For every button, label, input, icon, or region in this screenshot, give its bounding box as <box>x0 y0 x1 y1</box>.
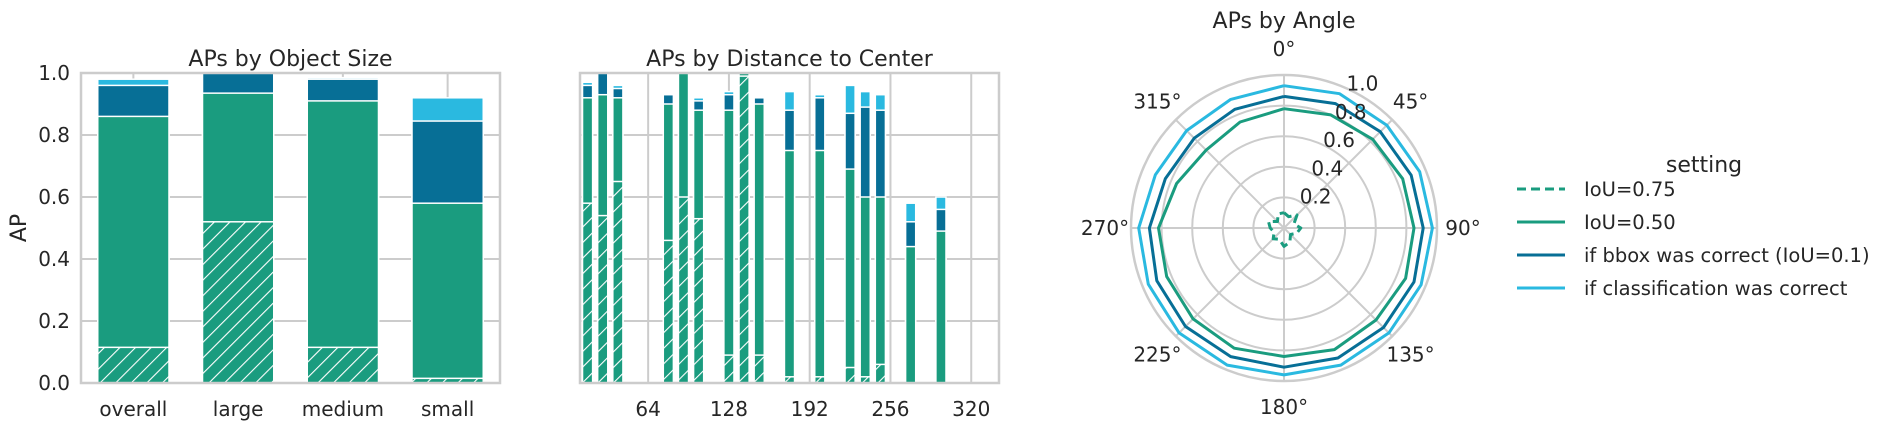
bar-iou75 <box>612 180 624 384</box>
series-line-iou50 <box>1157 107 1416 358</box>
legend-label: IoU=0.50 <box>1584 211 1676 234</box>
bar-iou50 <box>411 202 484 384</box>
polar-spoke <box>1283 119 1393 229</box>
angle-label: 225° <box>1133 343 1181 367</box>
panel-object-size: 0.0 0.2 0.4 0.6 0.8 1.0 overall large medium sma… <box>7 47 502 421</box>
x-tick-label: medium <box>302 397 384 421</box>
polar-outer-ring <box>1129 73 1439 383</box>
y-tick-label: 0.0 <box>38 371 70 395</box>
bar-iou50 <box>753 103 766 384</box>
radial-tick-label: 0.6 <box>1323 128 1355 152</box>
bar-iou75 <box>306 346 380 384</box>
bar-iou75 <box>581 202 594 384</box>
bar-iou75 <box>97 346 170 384</box>
panel-angle-polar: 0° 45° 90° 135° 180° 225° 270° 315° 0.2 0.4 0.6 0.8… <box>1081 9 1481 419</box>
legend-title: setting <box>1666 153 1742 178</box>
angle-label: 180° <box>1260 395 1308 419</box>
x-tick-label: 64 <box>635 397 660 421</box>
bar-iou75 <box>662 239 675 384</box>
bar-iou50 <box>935 230 947 384</box>
angle-label: 45° <box>1393 89 1428 113</box>
angle-label: 270° <box>1081 216 1129 240</box>
bar-iou50 <box>859 196 872 384</box>
bar-iou75 <box>201 221 275 384</box>
y-tick-label: 0.6 <box>38 185 70 209</box>
radial-tick-label: 0.8 <box>1335 100 1367 124</box>
chart-title: APs by Object Size <box>188 47 392 72</box>
polar-tick-labels: 0° 45° 90° 135° 180° 225° 270° 315° 0.2 0.4 0.6 0.8… <box>1081 37 1481 419</box>
bars <box>581 72 947 384</box>
radial-tick-label: 0.2 <box>1300 185 1332 209</box>
bar-iou75 <box>753 354 766 384</box>
series-line-bbox <box>1147 94 1425 369</box>
bar-iou50 <box>904 245 917 384</box>
bar-iou75 <box>844 366 856 384</box>
angle-label: 90° <box>1445 216 1480 240</box>
y-tick-label: 0.8 <box>38 123 70 147</box>
bar-iou75 <box>874 363 887 384</box>
radial-tick-label: 0.4 <box>1311 156 1343 180</box>
y-tick-label: 1.0 <box>38 61 70 85</box>
x-tick-labels: 64 128 192 256 320 <box>635 397 990 421</box>
chart-title: APs by Angle <box>1213 9 1356 34</box>
x-tick-labels: overall large medium small <box>99 397 474 421</box>
angle-label: 315° <box>1133 89 1181 113</box>
x-tick-label: 320 <box>952 397 990 421</box>
y-tick-label: 0.4 <box>38 247 70 271</box>
legend-label: if bbox was correct (IoU=0.1) <box>1584 244 1870 267</box>
bar-iou75 <box>723 354 735 384</box>
x-tick-label: overall <box>99 397 167 421</box>
bar-iou50 <box>813 149 826 384</box>
y-tick-label: 0.2 <box>38 309 70 333</box>
polar-spoke <box>1283 227 1393 337</box>
chart-title: APs by Distance to Center <box>646 47 934 72</box>
polar-spoke <box>1175 119 1285 229</box>
legend: setting IoU=0.75 IoU=0.50 if bbox was corr… <box>1517 153 1870 300</box>
axes-frame <box>79 71 502 385</box>
x-tick-label: small <box>421 397 474 421</box>
polar-series <box>1137 84 1434 377</box>
bar-iou50 <box>723 109 735 384</box>
x-tick-label: 256 <box>871 397 909 421</box>
angle-label: 0° <box>1273 37 1296 61</box>
series-line-cls <box>1137 84 1434 377</box>
bar-iou50 <box>783 149 796 384</box>
x-tick-label: large <box>213 397 264 421</box>
axes-frame <box>578 71 1001 385</box>
legend-label: IoU=0.75 <box>1584 178 1676 201</box>
bar-iou50 <box>97 115 170 384</box>
series-line-iou75 <box>1267 211 1303 248</box>
panel-distance-to-center: 64 128 192 256 320 APs by Distance to Center <box>578 47 1001 421</box>
legend-label: if classification was correct <box>1584 277 1848 300</box>
bar-iou75 <box>677 196 690 384</box>
bars <box>97 72 484 384</box>
bar-iou50 <box>874 196 887 384</box>
bar-iou50 <box>306 100 380 384</box>
polar-grid <box>1129 73 1439 383</box>
radial-tick-label: 1.0 <box>1347 72 1379 96</box>
x-tick-label: 192 <box>791 397 829 421</box>
y-axis-label: AP <box>7 214 32 242</box>
bar-iou75 <box>596 214 609 384</box>
bar-iou75 <box>692 217 705 384</box>
bar-iou75 <box>738 75 750 384</box>
x-tick-label: 128 <box>710 397 748 421</box>
y-tick-labels: 0.0 0.2 0.4 0.6 0.8 1.0 <box>38 61 70 395</box>
bar-iou50 <box>844 168 856 384</box>
angle-label: 135° <box>1386 343 1434 367</box>
